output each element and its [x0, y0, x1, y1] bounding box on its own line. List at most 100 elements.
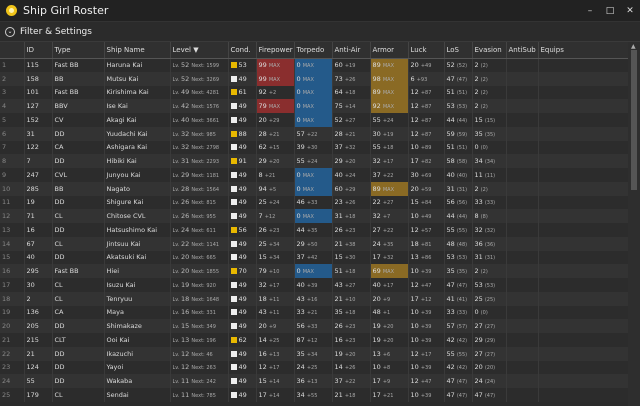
table-row[interactable]: 3 101 Fast BB Kirishima Kai Lv. 49 Next: 428… — [0, 85, 628, 100]
column-header[interactable]: Torpedo — [294, 42, 333, 59]
table-row[interactable]: 4 127 BBV Ise Kai Lv. 42 Next: 1576 49 79 MAX 0… — [0, 99, 628, 113]
filter-settings-toggle[interactable]: ⌄ Filter & Settings — [0, 22, 640, 42]
table-row[interactable]: 21 215 CLT Ooi Kai Lv. 13 Next: 196 62 14 +25 8… — [0, 333, 628, 347]
table-row[interactable]: 10 285 BB Nagato Lv. 28 Next: 1564 49 94 +5 0 M… — [0, 181, 628, 196]
next-exp: 785 — [206, 392, 216, 399]
line-of-sight: 59 (59) — [444, 126, 473, 141]
table-row[interactable]: 20 205 DD Shimakaze Lv. 15 Next: 349 49 20 +9 5… — [0, 319, 628, 333]
ship-type: CL — [52, 209, 105, 223]
column-header[interactable]: Ship Name — [104, 42, 171, 59]
luck-value: 17 — [410, 294, 419, 303]
ship-level: Lv. 40 Next: 3661 — [170, 113, 229, 127]
column-header[interactable]: LoS — [444, 42, 473, 59]
table-row[interactable]: 17 30 CL Isuzu Kai Lv. 19 Next: 920 49 32 +17 4… — [0, 278, 628, 292]
luck-modifier: +93 — [416, 76, 428, 83]
anti-air-modifier: +27 — [344, 117, 356, 124]
ship-id: 55 — [24, 374, 53, 388]
table-row[interactable]: 1 115 Fast BB Haruna Kai Lv. 52 Next: 1599 53… — [0, 58, 628, 72]
maximize-button[interactable]: □ — [605, 5, 615, 16]
ship-name-value: Akatsuki Kai — [106, 253, 147, 262]
ship-name: Tenryuu — [104, 291, 171, 306]
next-exp: 263 — [206, 365, 216, 372]
table-row[interactable]: 23 124 DD Yayoi Lv. 12 Next: 263 49 12 +17 24 +… — [0, 360, 628, 375]
scroll-thumb[interactable] — [631, 50, 637, 190]
firepower: 62 +15 — [256, 140, 295, 155]
table-row[interactable]: 13 16 DD Hatsushimo Kai Lv. 24 Next: 611 56 26… — [0, 223, 628, 237]
column-header[interactable]: Luck — [408, 42, 445, 59]
column-header[interactable]: ID — [24, 42, 53, 59]
table-row[interactable]: 11 19 DD Shigure Kai Lv. 26 Next: 815 49 25 +2… — [0, 195, 628, 210]
firepower-modifier: +14 — [268, 392, 280, 399]
level-value: 40 — [181, 115, 190, 124]
torpedo: 0 MAX — [294, 209, 333, 223]
ship-name-value: Akagi Kai — [106, 115, 137, 124]
row-number: 8 — [0, 154, 25, 168]
table-row[interactable]: 8 7 DD Hibiki Kai Lv. 31 Next: 2293 91 29 +20 5… — [0, 154, 628, 168]
row-number: 20 — [0, 319, 25, 333]
column-header[interactable]: Firepower — [256, 42, 295, 59]
table-row[interactable]: 22 21 DD Ikazuchi Lv. 12 Next: 46 49 16 +13 35 … — [0, 346, 628, 361]
row-number-value: 18 — [2, 294, 11, 303]
ship-level: Lv. 12 Next: 46 — [170, 346, 229, 361]
column-header[interactable]: Anti-Air — [332, 42, 371, 59]
table-row[interactable]: 5 152 CV Akagi Kai Lv. 40 Next: 3661 49 20 +29… — [0, 113, 628, 127]
next-exp: 1141 — [206, 241, 220, 248]
column-header[interactable]: Cond. — [228, 42, 257, 59]
minimize-button[interactable]: – — [587, 5, 593, 16]
level-value: 22 — [181, 239, 190, 248]
close-button[interactable]: ✕ — [626, 5, 634, 16]
anti-air-modifier: +20 — [344, 159, 356, 166]
row-number-value: 21 — [2, 335, 11, 344]
vertical-scrollbar[interactable]: ▲ — [628, 42, 640, 406]
table-row[interactable]: 16 295 Fast BB Hiei Lv. 20 Next: 1855 70 79 +1… — [0, 264, 628, 278]
column-header[interactable]: Level ▼ — [170, 42, 229, 59]
next-prefix: Next: — [191, 63, 207, 70]
line-of-sight-modifier: (44) — [456, 117, 468, 124]
condition: 49 — [228, 319, 257, 333]
armor: 98 MAX — [370, 71, 409, 86]
armor-value: 89 — [372, 61, 381, 70]
table-row[interactable]: 24 55 DD Wakaba Lv. 11 Next: 242 49 15 +14 36 +… — [0, 374, 628, 388]
antisub — [506, 140, 539, 155]
ship-type: CLT — [52, 333, 105, 347]
ship-type-value: CL — [54, 390, 63, 399]
torpedo-modifier: MAX — [302, 90, 314, 97]
column-header[interactable]: Armor — [370, 42, 409, 59]
table-row[interactable]: 19 136 CA Maya Lv. 16 Next: 331 49 43 +11 33 +2… — [0, 305, 628, 320]
armor-value: 92 — [372, 102, 381, 111]
table-row[interactable]: 6 31 DD Yuudachi Kai Lv. 32 Next: 985 88 28 +2… — [0, 126, 628, 141]
next-prefix: Next: — [191, 90, 207, 97]
luck-modifier: +89 — [420, 145, 432, 152]
column-header[interactable]: AntiSub — [506, 42, 539, 59]
torpedo-value: 0 — [296, 184, 301, 193]
torpedo-value: 0 — [296, 267, 301, 276]
table-header: ID Type Ship Name Level ▼ Cond. Firepower Torp… — [0, 42, 628, 59]
antisub — [506, 236, 539, 251]
table-row[interactable]: 25 179 CL Sendai Lv. 11 Next: 785 49 17 +14 34 … — [0, 388, 628, 402]
antisub — [506, 291, 539, 306]
anti-air-value: 52 — [334, 115, 343, 124]
scroll-up-icon[interactable]: ▲ — [631, 43, 636, 50]
equips — [538, 140, 628, 155]
table-row[interactable]: 15 40 DD Akatsuki Kai Lv. 20 Next: 665 49 15 +… — [0, 250, 628, 265]
table-row[interactable]: 18 2 CL Tenryuu Lv. 18 Next: 1648 49 18 +11 43 … — [0, 291, 628, 306]
ship-name: Jintsuu Kai — [104, 236, 171, 251]
column-header[interactable]: Type — [52, 42, 105, 59]
level-value: 19 — [181, 280, 190, 289]
column-header[interactable]: Equips — [538, 42, 628, 59]
table-row[interactable]: 12 71 CL Chitose CVL Lv. 26 Next: 955 49 7 +12… — [0, 209, 628, 223]
torpedo: 39 +30 — [294, 140, 333, 155]
column-header[interactable]: Evasion — [472, 42, 507, 59]
table-row[interactable]: 7 122 CA Ashigara Kai Lv. 32 Next: 2798 49 62 … — [0, 140, 628, 155]
condition: 61 — [228, 85, 257, 100]
table-row[interactable]: 2 158 BB Mutsu Kai Lv. 52 Next: 3269 49 99 MAX… — [0, 71, 628, 86]
table-row[interactable]: 14 67 CL Jintsuu Kai Lv. 22 Next: 1141 49 25 +… — [0, 236, 628, 251]
table-row[interactable]: 9 247 CVL Junyou Kai Lv. 29 Next: 1181 49 8 +2… — [0, 168, 628, 182]
ship-level: Lv. 31 Next: 2293 — [170, 154, 229, 168]
ship-type: CL — [52, 278, 105, 292]
line-of-sight: 47 (47) — [444, 278, 473, 292]
ship-level: Lv. 15 Next: 349 — [170, 319, 229, 333]
next-exp: 196 — [206, 337, 216, 344]
line-of-sight-modifier: (51) — [456, 145, 468, 152]
evasion-modifier: (20) — [484, 365, 496, 372]
